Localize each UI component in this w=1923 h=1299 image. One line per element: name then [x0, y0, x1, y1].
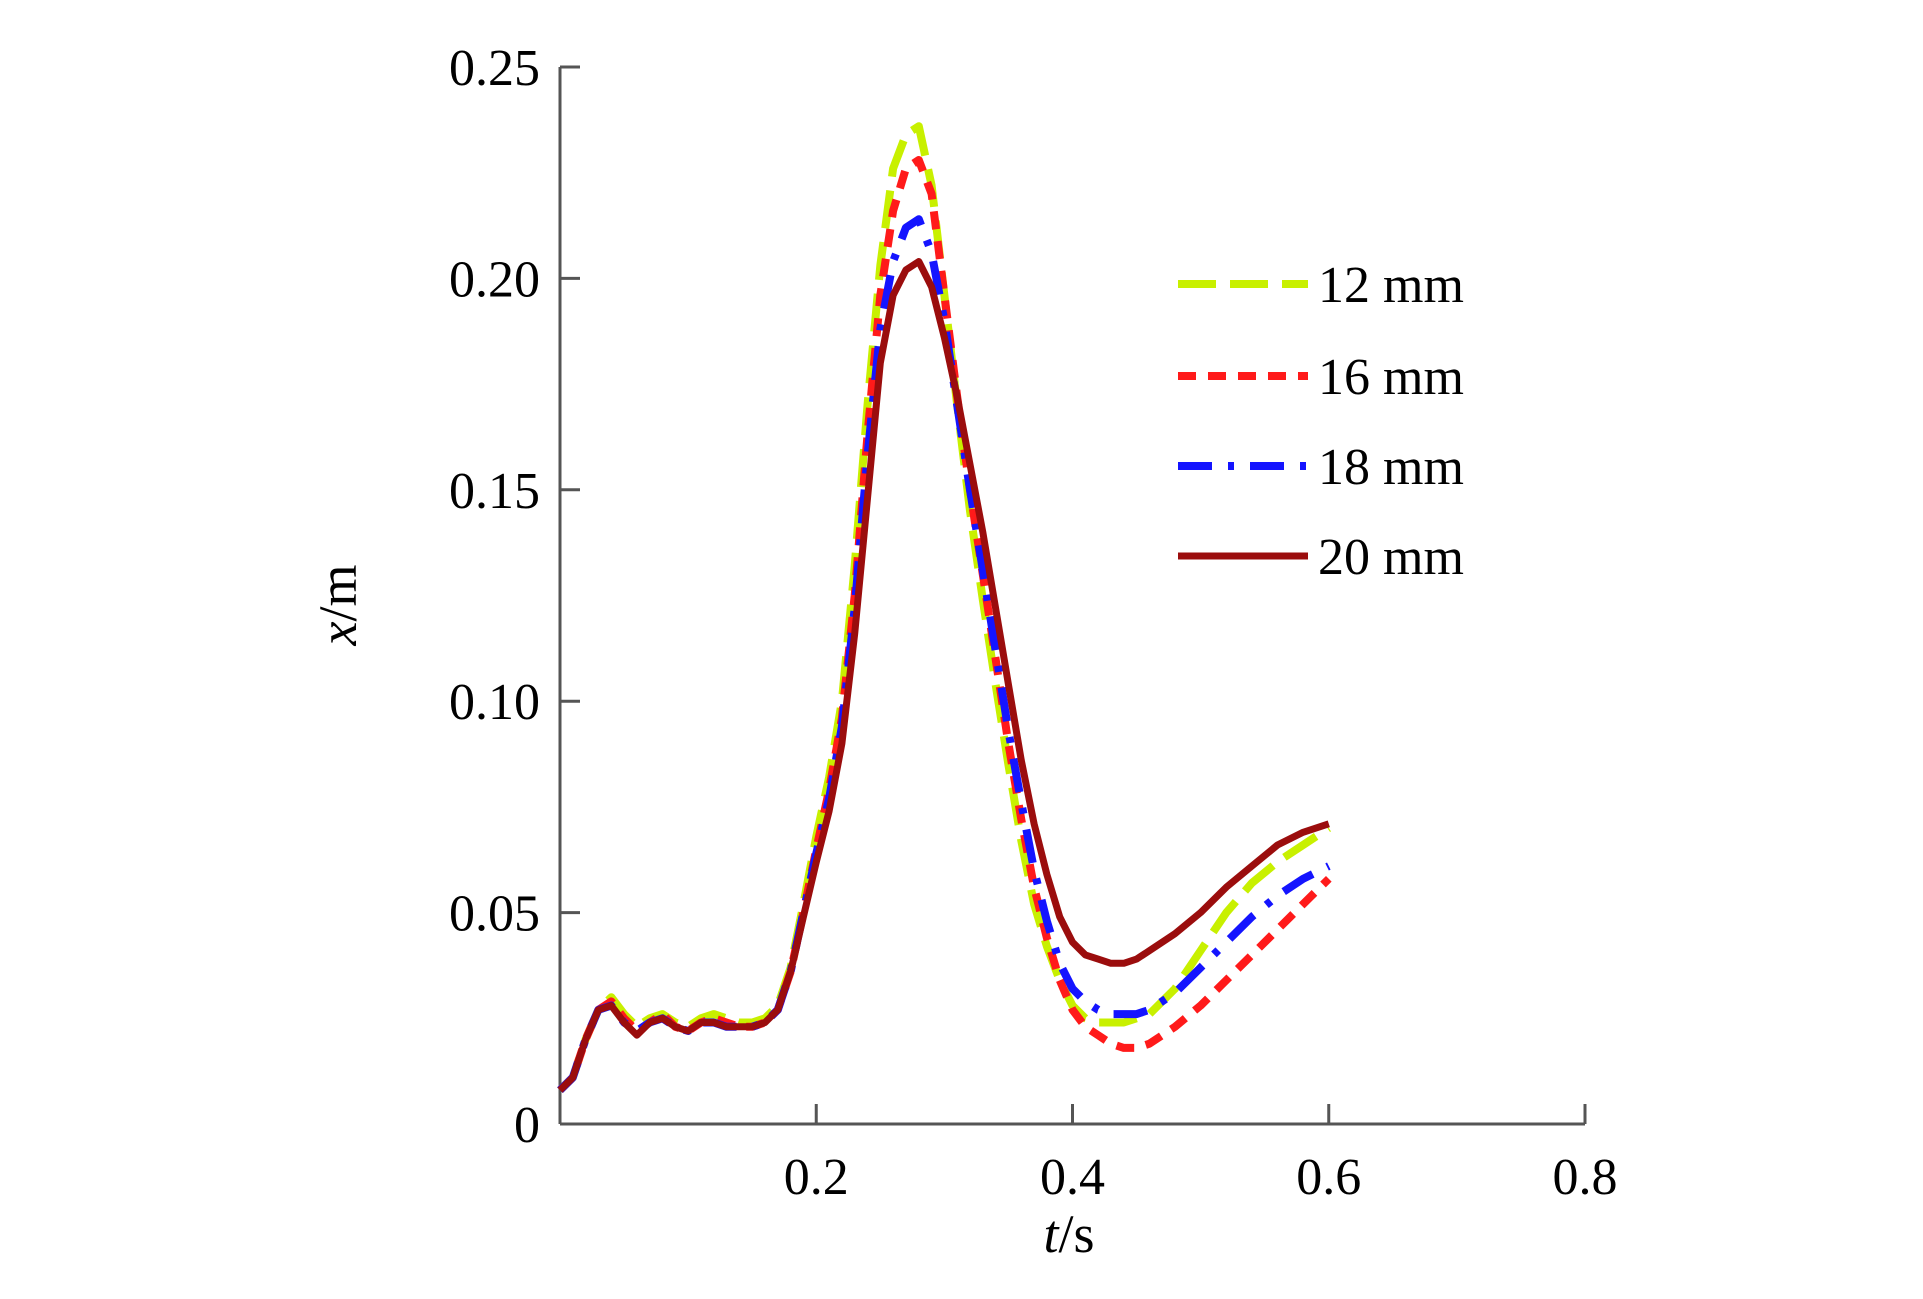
y-tick-label: 0 — [514, 1097, 540, 1154]
x-tick-label: 0.8 — [1553, 1149, 1618, 1206]
y-axis-title: x/m — [308, 565, 368, 647]
y-tick-label: 0.05 — [449, 886, 540, 943]
y-tick-label: 0.10 — [449, 674, 540, 731]
legend: 12 mm 16 mm 18 mm 20 mm — [1178, 257, 1464, 586]
y-axis-ticks: 0 0.05 0.10 0.15 0.20 0.25 — [449, 40, 580, 1154]
y-tick-label: 0.20 — [449, 251, 540, 308]
x-axis-ticks: 0.2 0.4 0.6 0.8 — [784, 1104, 1618, 1206]
series-line-20-mm — [557, 258, 1330, 1093]
series-layer — [557, 122, 1332, 1094]
legend-label: 12 mm — [1318, 257, 1464, 314]
y-tick-label: 0.15 — [449, 463, 540, 520]
legend-label: 16 mm — [1318, 349, 1464, 406]
series-line-18-mm — [557, 215, 1331, 1094]
y-tick-label: 0.25 — [449, 40, 540, 97]
x-axis-title: t/s — [1043, 1204, 1094, 1264]
legend-label: 18 mm — [1318, 439, 1464, 496]
x-tick-label: 0.2 — [784, 1149, 849, 1206]
axes — [558, 67, 1585, 1126]
legend-label: 20 mm — [1318, 529, 1464, 586]
x-tick-label: 0.4 — [1040, 1149, 1105, 1206]
x-tick-label: 0.6 — [1296, 1149, 1361, 1206]
